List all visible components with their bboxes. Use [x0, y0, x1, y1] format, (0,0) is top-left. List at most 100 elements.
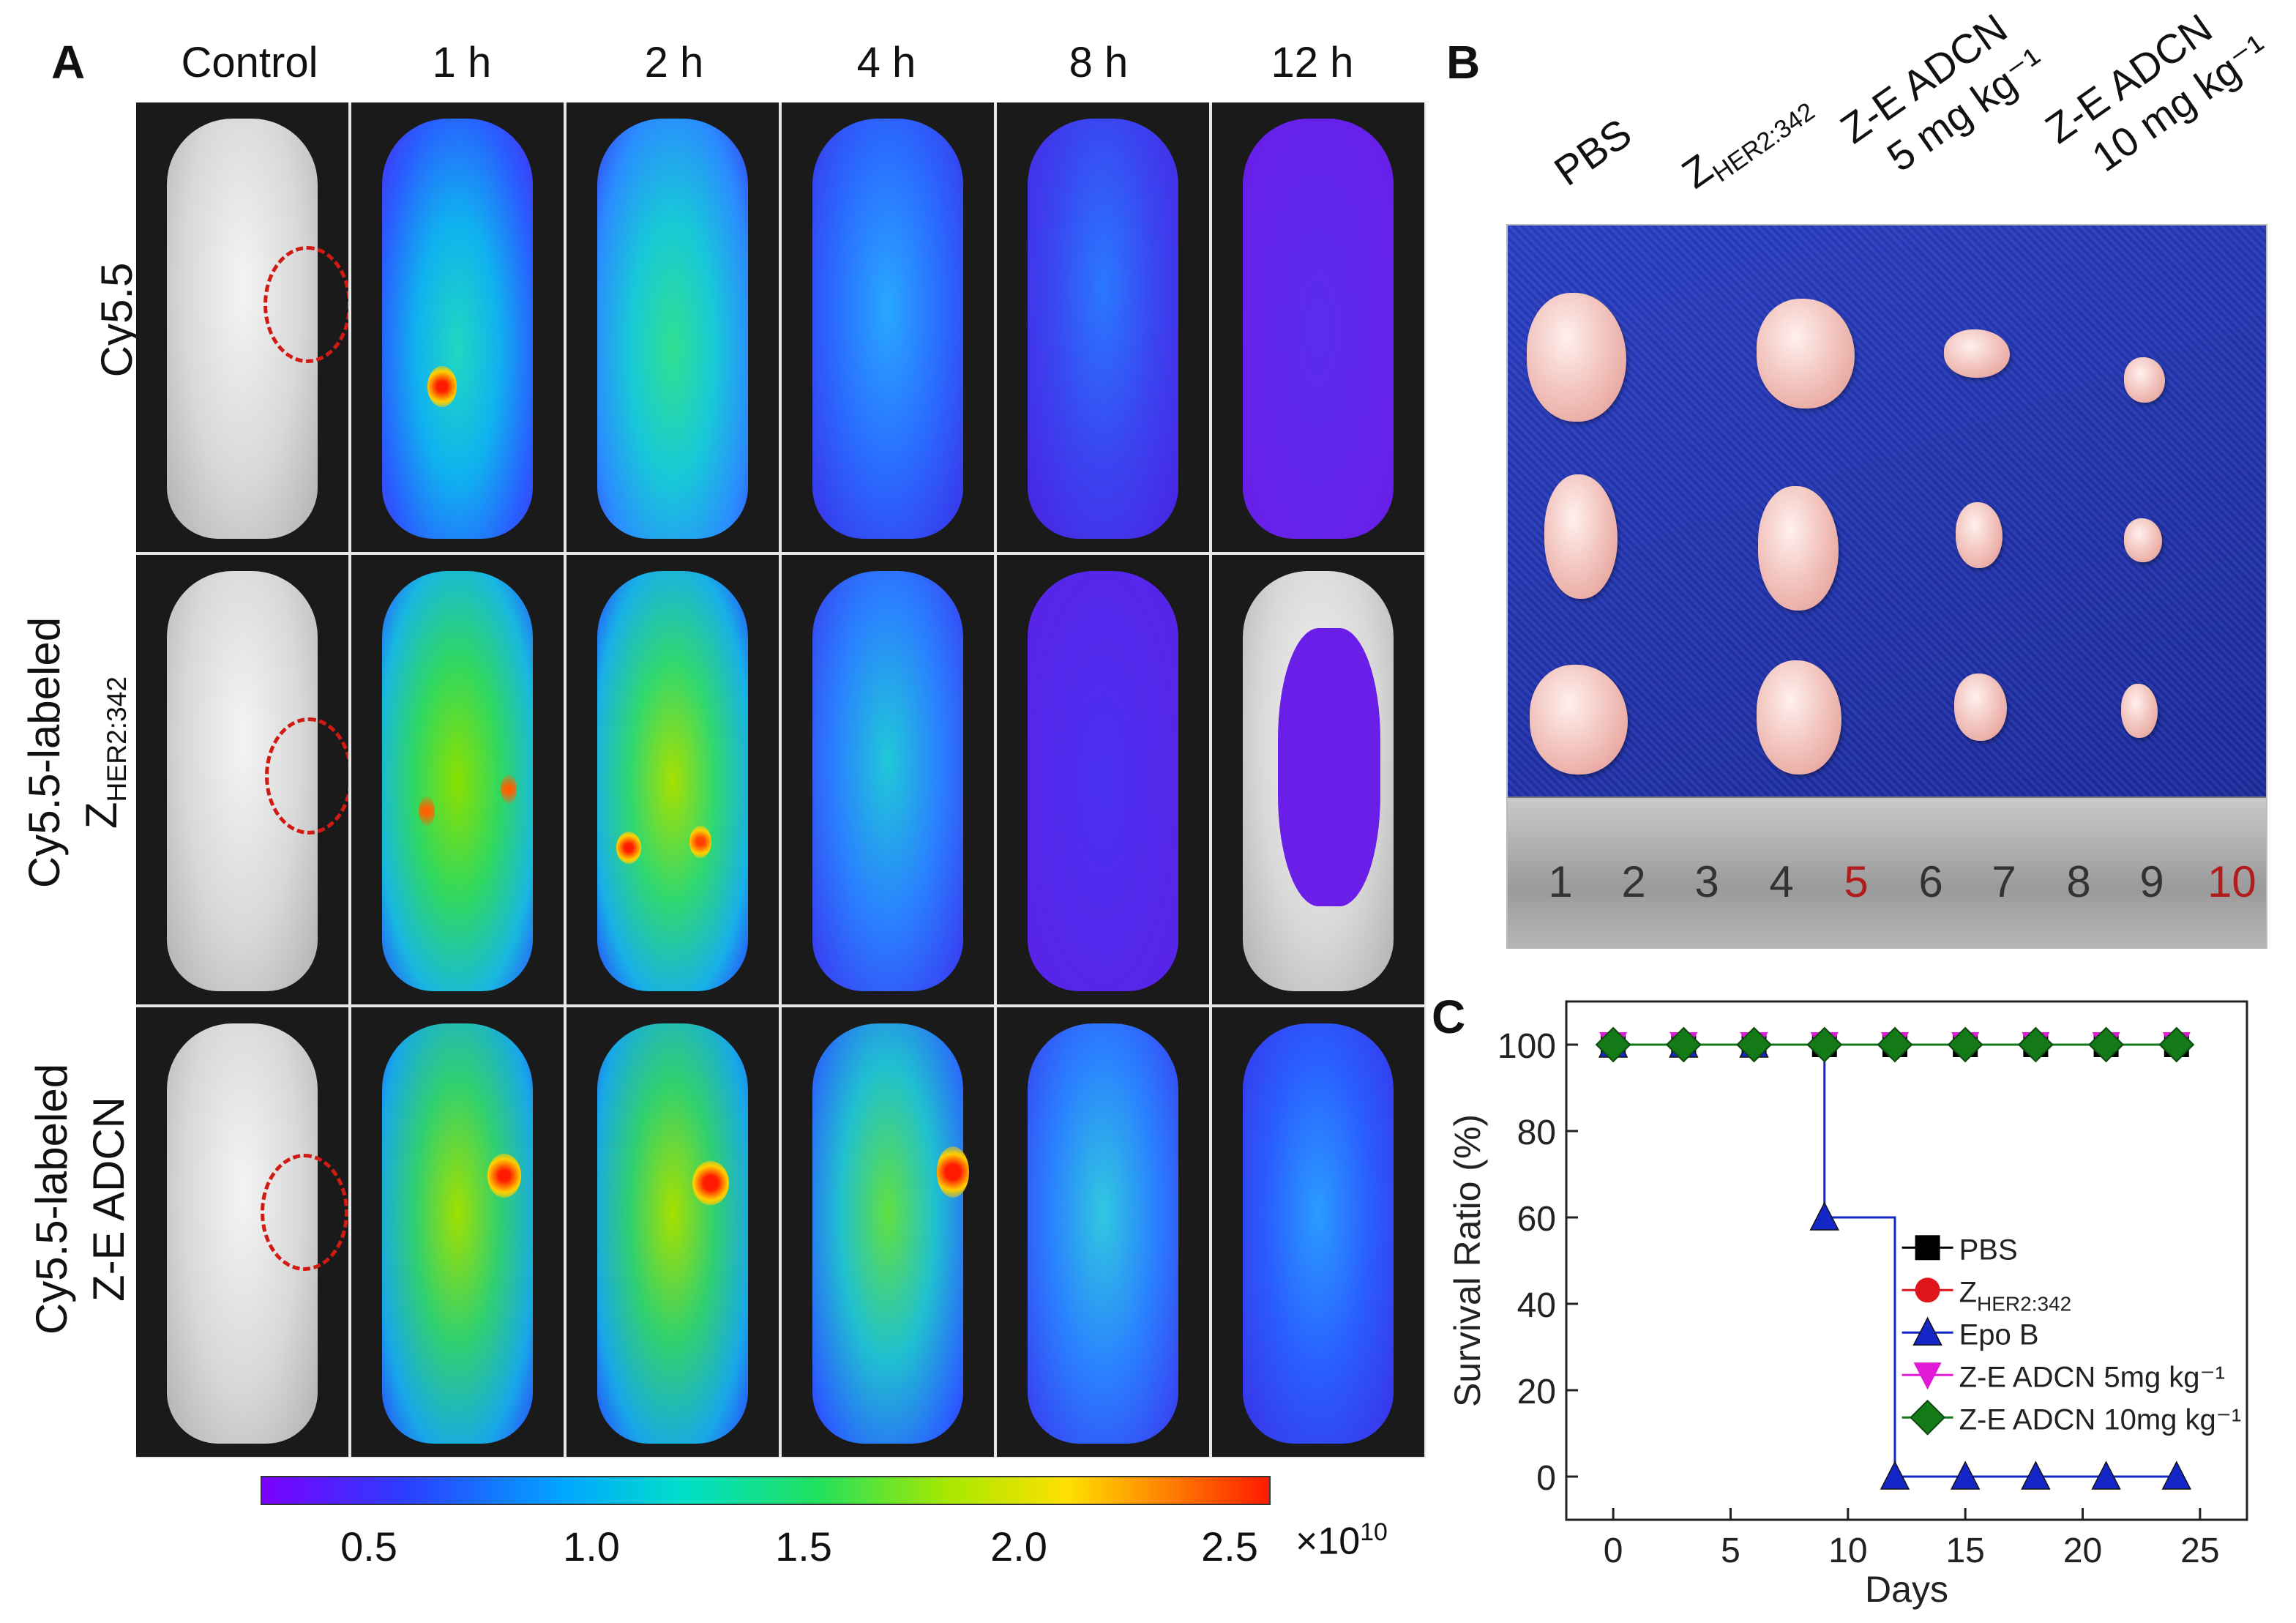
column-label-1h: 1 h	[432, 39, 492, 86]
tumor-marker-ring	[265, 717, 348, 835]
tumor-sample	[2124, 357, 2165, 403]
x-tick-label: 10	[1828, 1531, 1867, 1570]
row-label-line2: Z-E ADCN	[84, 1096, 133, 1302]
panel-c-letter: C	[1432, 990, 1466, 1043]
signal-hotspot	[937, 1146, 969, 1198]
fluorescence-image-grid	[136, 102, 1426, 1458]
data-point	[2091, 1460, 2121, 1490]
tumor-sample	[1757, 299, 1855, 408]
legend-subscript: HER2:342	[1977, 1292, 2071, 1315]
tumor-sample	[1956, 502, 2003, 568]
data-point	[1947, 1026, 1983, 1063]
row-label-line1: Cy5.5	[92, 262, 141, 378]
image-cell-r3-4h	[782, 1007, 994, 1457]
tumor-sample	[1757, 660, 1841, 775]
column-label-12h: 12 h	[1271, 39, 1354, 86]
image-cell-r3-8h	[997, 1007, 1209, 1457]
column-label-control: Control	[181, 39, 318, 86]
data-point	[2161, 1460, 2192, 1490]
panel-b-letter: B	[1446, 36, 1481, 89]
column-label-4h: 4 h	[856, 39, 916, 86]
colorbar-tick: 2.5	[1201, 1523, 1258, 1570]
image-cell-r2-4h	[782, 555, 994, 1004]
mouse-heatmap	[382, 119, 533, 539]
row-label-cy55-zeadcn: Cy5.5-labeled Z-E ADCN	[23, 994, 138, 1404]
ruler-number: 3	[1694, 857, 1719, 906]
panel-a-letter: A	[51, 36, 86, 89]
x-tick-label: 0	[1604, 1531, 1623, 1570]
mouse-heatmap	[597, 1023, 748, 1444]
tumor-sample	[1944, 329, 2010, 378]
signal-hotspot	[689, 826, 711, 858]
tumor-sample	[2124, 518, 2162, 562]
data-point	[1950, 1460, 1981, 1490]
data-point	[1809, 1201, 1839, 1231]
image-cell-r2-control	[136, 555, 348, 1004]
image-cell-r1-1h	[351, 102, 564, 552]
intensity-colorbar	[261, 1476, 1271, 1505]
ruler-number: 9	[2139, 857, 2164, 906]
image-cell-r3-2h	[566, 1007, 779, 1457]
tumor-marker-ring	[261, 1154, 348, 1271]
mouse-heatmap	[812, 571, 963, 991]
legend-label: PBS	[1959, 1234, 2018, 1266]
tumor-sample	[1954, 674, 2007, 741]
image-cell-r1-2h	[566, 102, 779, 552]
group-label-subscript: HER2:342	[1708, 97, 1820, 188]
row-label-subscript: HER2:342	[101, 676, 132, 802]
data-point	[2158, 1026, 2195, 1063]
data-point	[1806, 1026, 1843, 1063]
data-point	[1665, 1026, 1702, 1063]
row-label-line2: Z	[77, 802, 126, 829]
signal-region	[1278, 628, 1380, 906]
data-point	[2088, 1026, 2125, 1063]
mouse-heatmap	[1028, 119, 1178, 539]
tumor-marker-ring	[263, 246, 348, 363]
y-tick-label: 80	[1517, 1113, 1556, 1152]
x-axis-label: Days	[1865, 1569, 1948, 1610]
legend-label: Z-E ADCN 10mg kg⁻¹	[1959, 1403, 2242, 1436]
ruler-number: 2	[1621, 857, 1646, 906]
colorbar-tick: 0.5	[340, 1523, 397, 1570]
image-cell-r2-12h	[1212, 555, 1424, 1004]
plot-frame	[1565, 1000, 2248, 1521]
y-tick-label: 60	[1517, 1200, 1556, 1239]
excised-tumor-photo: 1 2 3 4 5 6 7 8 9 10	[1506, 224, 2267, 949]
data-point	[1880, 1460, 1910, 1490]
mouse-heatmap	[812, 119, 963, 539]
legend-label: Z-E ADCN 5mg kg⁻¹	[1959, 1361, 2225, 1393]
x-tick-label: 5	[1721, 1531, 1740, 1570]
data-point	[2017, 1026, 2054, 1063]
y-tick-label: 0	[1536, 1459, 1556, 1498]
mouse-heatmap	[1028, 1023, 1178, 1444]
image-cell-r3-1h	[351, 1007, 564, 1457]
data-point	[2021, 1460, 2051, 1490]
group-label-zher2: ZHER2:342	[1672, 76, 1826, 211]
group-label-text: PBS	[1546, 109, 1640, 195]
data-point	[1736, 1026, 1772, 1063]
row-label-cy55-zher2: Cy5.5-labeled ZHER2:342	[16, 548, 145, 958]
data-point	[1877, 1026, 1913, 1063]
mouse-heatmap	[1028, 571, 1178, 991]
colorbar-exponent: 10	[1360, 1518, 1388, 1546]
signal-hotspot	[501, 775, 517, 804]
colorbar-tick: 2.0	[990, 1523, 1047, 1570]
group-label-zeadcn-10: Z-E ADCN 10 mg kg⁻¹	[2036, 0, 2278, 195]
legend-marker	[1912, 1316, 1942, 1346]
y-tick-label: 100	[1497, 1027, 1556, 1066]
y-tick-label: 40	[1517, 1286, 1556, 1325]
image-cell-r2-2h	[566, 555, 779, 1004]
column-label-8h: 8 h	[1069, 39, 1129, 86]
y-axis-label: Survival Ratio (%)	[1447, 1114, 1488, 1407]
ruler-number: 5	[1844, 857, 1869, 906]
tumor-sample	[2121, 684, 2158, 738]
group-label-pbs: PBS	[1545, 108, 1641, 196]
group-label-zeadcn-5: Z-E ADCN 5 mg kg⁻¹	[1831, 0, 2054, 195]
image-cell-r1-12h	[1212, 102, 1424, 552]
legend-marker	[1913, 1362, 1942, 1390]
tumor-sample	[1527, 293, 1626, 422]
mouse-heatmap	[812, 1023, 963, 1444]
signal-hotspot	[487, 1154, 521, 1198]
tumor-sample	[1758, 486, 1839, 611]
row-label-line1: Cy5.5-labeled	[20, 616, 69, 889]
